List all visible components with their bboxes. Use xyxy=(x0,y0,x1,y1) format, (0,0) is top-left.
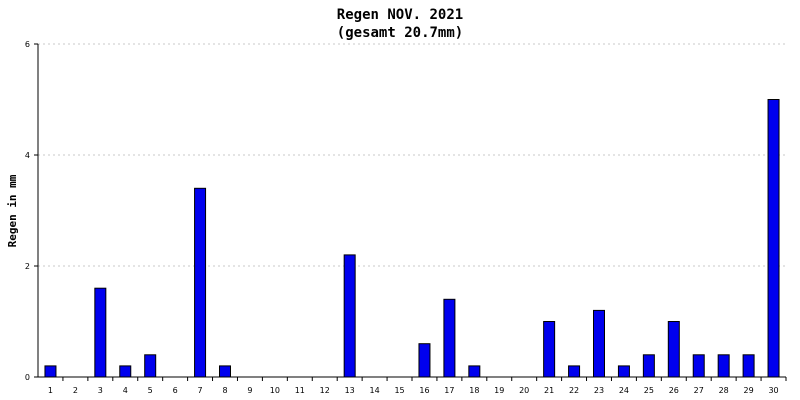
bar xyxy=(468,365,481,378)
y-tick-label: 6 xyxy=(25,40,30,49)
bar xyxy=(119,365,132,378)
x-tick-label: 19 xyxy=(494,386,504,395)
x-tick-label: 18 xyxy=(469,386,479,395)
bar xyxy=(219,365,231,378)
bar xyxy=(593,309,605,378)
bar xyxy=(543,321,556,378)
chart-title: Regen NOV. 2021 xyxy=(337,7,463,23)
x-tick-labels: 1 2 3 4 5 6 7 8 9 10 11 12 13 14 15 16 17 18 19 20 21 22 23 24 2… xyxy=(48,386,779,395)
x-tick-label: 7 xyxy=(198,386,203,395)
y-tick-label: 0 xyxy=(25,373,30,382)
x-tick-label: 6 xyxy=(173,386,178,395)
x-tick-label: 17 xyxy=(444,386,454,395)
x-tick-label: 25 xyxy=(644,386,654,395)
x-tick-label: 9 xyxy=(247,386,252,395)
x-tick-label: 21 xyxy=(544,386,554,395)
y-tick-labels: 0 2 4 6 xyxy=(25,40,30,382)
y-tick-label: 4 xyxy=(25,151,30,160)
x-tick-label: 29 xyxy=(744,386,754,395)
bar xyxy=(343,254,356,378)
x-tick-label: 20 xyxy=(519,386,529,395)
chart-subtitle: (gesamt 20.7mm) xyxy=(337,25,463,41)
x-tick-label: 24 xyxy=(619,386,629,395)
bar xyxy=(94,287,107,378)
bar xyxy=(667,321,680,378)
x-tick-label: 14 xyxy=(370,386,380,395)
bar xyxy=(144,354,157,378)
x-tick-label: 10 xyxy=(270,386,280,395)
bar xyxy=(742,354,755,378)
bar xyxy=(443,298,456,378)
bar xyxy=(692,354,705,378)
x-tick-label: 12 xyxy=(320,386,330,395)
x-tick-label: 23 xyxy=(594,386,604,395)
bar xyxy=(568,365,581,378)
grid-lines xyxy=(38,43,786,267)
x-tick-label: 2 xyxy=(73,386,78,395)
x-tick-label: 4 xyxy=(123,386,128,395)
y-tick-label: 2 xyxy=(25,262,30,271)
y-axis-label: Regen in mm xyxy=(6,174,19,247)
bar xyxy=(194,187,207,378)
bar xyxy=(617,365,630,378)
x-tick-label: 13 xyxy=(345,386,355,395)
x-tick-label: 27 xyxy=(694,386,704,395)
x-tick-label: 3 xyxy=(98,386,103,395)
bar xyxy=(767,99,780,378)
x-tick-label: 5 xyxy=(148,386,153,395)
x-tick-label: 15 xyxy=(394,386,404,395)
bar xyxy=(717,354,730,378)
x-tick-label: 22 xyxy=(569,386,579,395)
x-tick-label: 16 xyxy=(419,386,429,395)
x-tick-label: 30 xyxy=(768,386,778,395)
x-tick-label: 1 xyxy=(48,386,53,395)
bar xyxy=(642,354,655,378)
x-tick-label: 11 xyxy=(295,386,305,395)
x-tick-label: 26 xyxy=(669,386,679,395)
bars xyxy=(44,99,780,378)
x-tick-label: 28 xyxy=(719,386,729,395)
bar xyxy=(44,365,57,378)
bar xyxy=(418,343,431,378)
x-tick-label: 8 xyxy=(222,386,227,395)
axes xyxy=(34,43,787,381)
